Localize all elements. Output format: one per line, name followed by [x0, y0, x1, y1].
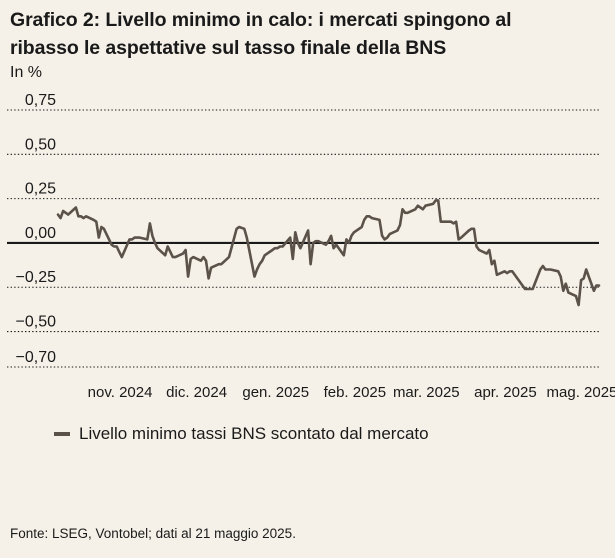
y-tick-labels: 0,75 0,50 0,25 0,00 −0,25 −0,50 −0,70	[16, 92, 57, 366]
x-tick-label-1: dic. 2024	[166, 384, 227, 401]
y-tick-label-1: 0,50	[25, 136, 56, 153]
chart-title: Grafico 2: Livello minimo in calo: i mer…	[10, 6, 610, 62]
y-tick-label-4: −0,25	[16, 269, 57, 286]
chart-title-line-1: Grafico 2: Livello minimo in calo: i mer…	[10, 9, 512, 31]
line-chart: 0,75 0,50 0,25 0,00 −0,25 −0,50 −0,70 nov. 202…	[7, 92, 615, 401]
y-tick-label-0: 0,75	[25, 92, 56, 109]
x-tick-labels: nov. 2024 dic. 2024 gen. 2025 feb. 2025 mar.…	[88, 384, 615, 401]
legend: Livello minimo tassi BNS scontato dal me…	[54, 424, 429, 444]
series-line-0	[56, 199, 601, 307]
y-tick-label-5: −0,50	[16, 314, 57, 331]
y-tick-label-3: 0,00	[25, 225, 56, 242]
y-axis-unit-label: In %	[10, 64, 43, 81]
y-tick-label-6: −0,70	[16, 349, 57, 366]
x-tick-label-6: mag. 2025	[547, 384, 615, 401]
legend-label: Livello minimo tassi BNS scontato dal me…	[79, 424, 429, 443]
source-note: Fonte: LSEG, Vontobel; dati al 21 maggio…	[10, 526, 296, 541]
series-lines	[56, 199, 601, 307]
legend-swatch	[54, 432, 70, 436]
x-tick-label-3: feb. 2025	[324, 384, 387, 401]
y-tick-label-2: 0,25	[25, 181, 56, 198]
x-tick-label-0: nov. 2024	[88, 384, 153, 401]
x-tick-label-2: gen. 2025	[242, 384, 309, 401]
x-tick-label-5: apr. 2025	[474, 384, 537, 401]
chart-title-line-2: ribasso le aspettative sul tasso finale …	[10, 37, 447, 59]
grid-lines	[7, 109, 599, 368]
x-tick-label-4: mar. 2025	[393, 384, 460, 401]
